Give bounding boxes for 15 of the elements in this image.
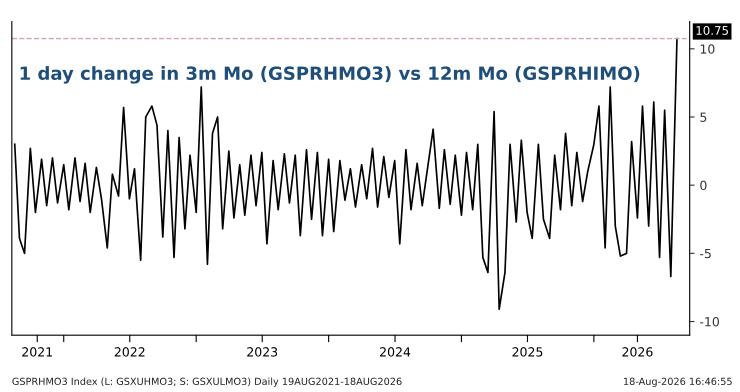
x-tick-label: 2022 xyxy=(114,347,144,357)
text: 1 day change in 3m Mo (GSPRHMO3) vs 12m Mo (GSPRHIMO) xyxy=(20,66,640,84)
text: 18-Aug-2026 16:46:55 xyxy=(624,378,732,387)
x-tick-label: 2023 xyxy=(247,347,278,357)
x-tick-label: 2021 xyxy=(22,347,52,357)
ref-line-label: 10.75 xyxy=(696,26,728,35)
x-tick-label: 2026 xyxy=(622,347,653,357)
y-tick-label: 5 xyxy=(700,112,706,122)
x-tick-label: 2025 xyxy=(512,347,542,357)
text: GSPRHMO3 Index (L: GSXUHMO3; S: GSXULMO3) Daily 19AUG2021-18AUG2026 xyxy=(12,377,402,387)
y-tick-label: 0 xyxy=(700,180,707,190)
y-tick-label: -10 xyxy=(700,316,719,326)
y-tick-label: -5 xyxy=(700,248,711,258)
x-tick-label: 2024 xyxy=(380,347,410,357)
y-tick-label: 10 xyxy=(700,44,714,54)
